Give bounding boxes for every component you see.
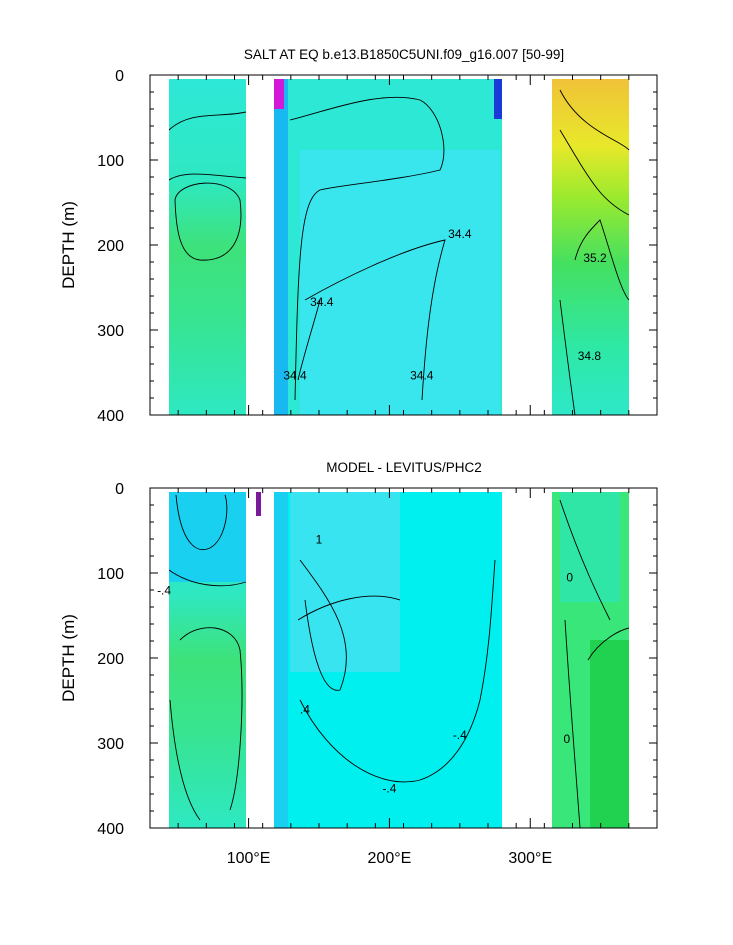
contour-line (559, 299, 576, 416)
contour-label: 34.4 (310, 295, 334, 309)
high-salinity-patch (274, 79, 284, 109)
panel-bottom-x-axis: 100°E 200°E 300°E (177, 488, 630, 867)
pacific-subsurface-fill (300, 150, 500, 415)
contour-line (304, 239, 446, 401)
panel-top-x-axis (177, 75, 630, 415)
contour-label: 0 (564, 732, 571, 746)
y-tick-label: 300 (97, 736, 124, 753)
contour-label: 34.4 (448, 227, 472, 241)
contour-line (179, 627, 243, 811)
indian-surface-fill (169, 492, 246, 582)
atlantic-fill (552, 79, 629, 415)
contour-line (559, 89, 630, 151)
panel-top-ylabel: DEPTH (m) (59, 201, 78, 289)
contour-line (564, 619, 581, 829)
y-tick-label: 0 (115, 68, 124, 85)
y-tick-label: 0 (115, 481, 124, 498)
x-tick-label: 100°E (227, 850, 271, 867)
panel-top-y-axis: 0 100 200 300 400 (97, 68, 657, 425)
contour-line (587, 627, 630, 661)
contour-line (169, 699, 201, 821)
y-tick-label: 200 (97, 238, 124, 255)
contour-line (574, 219, 630, 301)
y-tick-label: 100 (97, 566, 124, 583)
panel-top: SALT AT EQ b.e13.B1850C5UNI.f09_g16.007 … (59, 47, 658, 425)
low-salinity-strip (494, 79, 502, 119)
contour-label: 34.4 (410, 368, 434, 382)
contour-line (299, 559, 496, 783)
contour-line (559, 129, 630, 216)
contour-label: 0 (566, 571, 573, 585)
contour-line (168, 569, 247, 587)
contour-line (289, 96, 445, 401)
maritime-fill (274, 79, 288, 415)
contour-line (168, 173, 247, 181)
y-tick-label: 200 (97, 651, 124, 668)
maritime-fill (274, 492, 288, 828)
contour-label: 34.4 (283, 368, 307, 382)
x-tick-label: 300°E (508, 850, 552, 867)
contour-line (175, 494, 228, 550)
atlantic-lower-fill (590, 640, 629, 828)
y-tick-label: 100 (97, 153, 124, 170)
contour-line (168, 111, 247, 131)
contour-line (297, 595, 401, 621)
panel-top-contour-labels: 34.4 34.4 34.4 34.4 35.2 34.8 (283, 227, 607, 382)
contour-label: 34.8 (578, 349, 602, 363)
panel-bottom-title: MODEL - LEVITUS/PHC2 (326, 460, 482, 475)
contour-label: -.4 (382, 781, 396, 795)
panel-bottom-ylabel: DEPTH (m) (59, 614, 78, 702)
contour-label: 35.2 (583, 251, 607, 265)
contour-label: -.4 (157, 583, 171, 597)
y-tick-label: 300 (97, 323, 124, 340)
contour-line (299, 559, 347, 691)
contour-label: 1 (316, 532, 323, 546)
indian-ocean-fill (169, 79, 246, 415)
panel-top-title: SALT AT EQ b.e13.B1850C5UNI.f09_g16.007 … (244, 47, 564, 62)
contour-line (297, 299, 321, 381)
atlantic-upper-fill (560, 492, 620, 602)
contour-line (559, 499, 611, 621)
contour-label: .4 (300, 702, 310, 716)
y-tick-label: 400 (97, 408, 124, 425)
negative-patch (256, 492, 261, 516)
panel-bottom-contour-labels: -.4 .4 -.4 -.4 0 0 1 (157, 532, 573, 795)
contour-label: -.4 (453, 728, 467, 742)
y-tick-label: 400 (97, 821, 124, 838)
contour-line (174, 182, 242, 261)
x-tick-label: 200°E (368, 850, 412, 867)
